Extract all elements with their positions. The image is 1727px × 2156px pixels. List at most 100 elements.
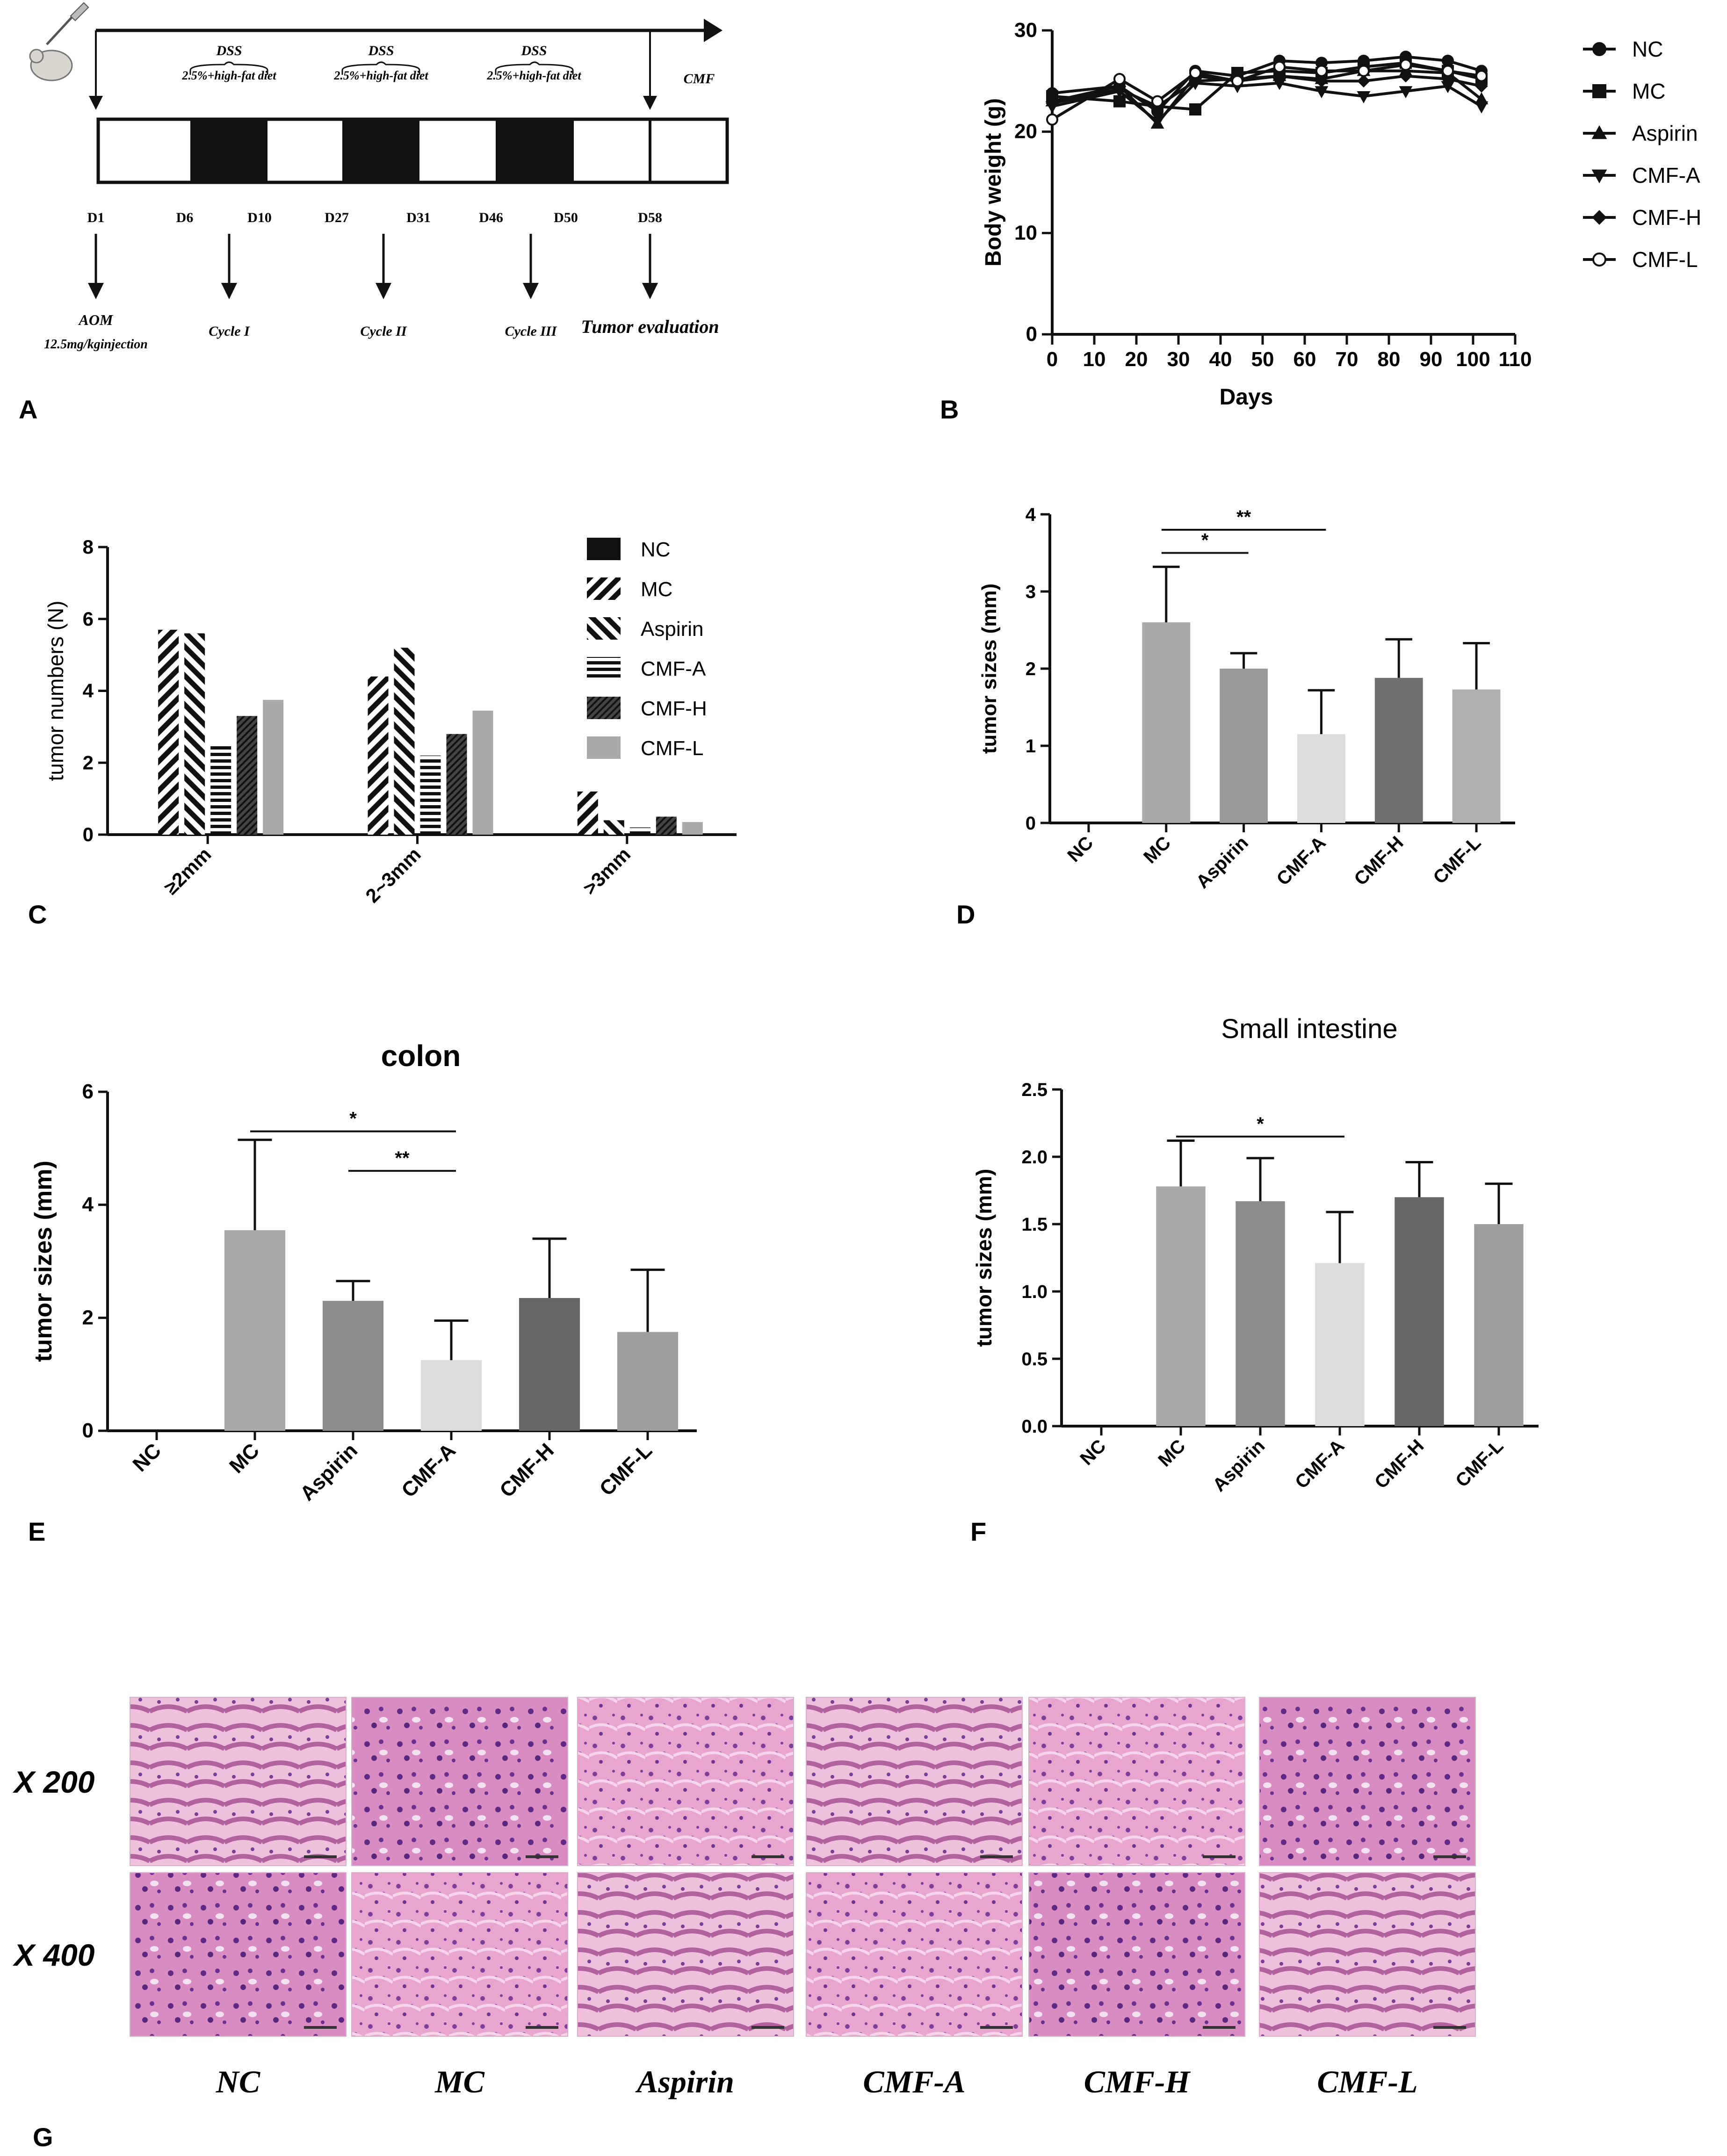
day-label-d27: D27 (325, 210, 349, 225)
x-tick-label: NC (1063, 832, 1097, 866)
data-point (1475, 79, 1488, 93)
scale-bar-icon (1203, 1855, 1236, 1858)
micrograph-image (1259, 1872, 1476, 2037)
y-tick-label: 1 (1026, 736, 1036, 757)
x-tick-label: MC (1140, 832, 1175, 867)
data-point (1046, 113, 1058, 126)
series-cmf-l (1046, 58, 1488, 126)
micrograph-nc-x200 (130, 1697, 347, 1866)
bar-cmf-a (420, 1360, 482, 1431)
scale-bar-icon (304, 1855, 337, 1858)
y-tick-label: 4 (83, 680, 94, 702)
significance-label: ** (395, 1148, 410, 1168)
legend-marker (1592, 42, 1606, 56)
bar-cmf-h (446, 734, 467, 835)
legend-swatch (587, 538, 621, 560)
day-label-d46: D46 (479, 210, 503, 225)
diet-label-3: 2.5%+high-fat diet (486, 69, 581, 82)
legend-label: CMF-A (641, 657, 706, 680)
x-tick-label: 50 (1251, 348, 1274, 371)
bar-cmf-h (656, 816, 677, 835)
legend-label: CMF-H (1632, 205, 1701, 230)
legend-entry-aspirin: Aspirin (587, 617, 704, 641)
y-axis-label: tumor sizes (mm) (972, 1169, 996, 1347)
y-tick-label: 0 (83, 823, 94, 845)
scale-bar-icon (751, 1855, 784, 1858)
micrograph-image (1028, 1872, 1245, 2037)
panel-letter-a: A (19, 395, 37, 424)
group-label-nc: NC (216, 2064, 260, 2099)
bar-cmf-l (472, 710, 493, 835)
micrograph-cmf-a-x200 (806, 1697, 1023, 1866)
y-tick-label: 8 (83, 536, 94, 558)
panel-letter-f: F (970, 1517, 986, 1546)
scale-bar-icon (1433, 2026, 1466, 2029)
micrograph-image (130, 1697, 347, 1866)
y-tick-label: 0.5 (1021, 1349, 1048, 1370)
y-tick-label: 2 (82, 1306, 94, 1329)
data-point (1442, 55, 1454, 67)
day-label-d31: D31 (406, 210, 431, 225)
legend-label: MC (1632, 79, 1666, 103)
cycle-2-label: Cycle II (360, 324, 407, 339)
micrograph-aspirin-x200 (577, 1697, 794, 1866)
bar-aspirin (184, 633, 205, 835)
y-axis-label: tumor numbers (N) (43, 601, 68, 781)
micrograph-image (577, 1697, 794, 1866)
y-tick-label: 0.0 (1021, 1416, 1048, 1437)
micrograph-image (130, 1872, 347, 2037)
panel-letter-e: E (28, 1517, 45, 1546)
micrograph-image (351, 1697, 568, 1866)
panel-letter-g: G (33, 2122, 53, 2152)
chart-f-small-intestine: 0.0 0.5 1.0 1.5 2.0 2.5 tumor sizes (mm) Small … (972, 1014, 1539, 1496)
bar-cmf-l (682, 822, 703, 835)
x-tick-label: CMF-A (1273, 832, 1330, 889)
data-point (1150, 116, 1164, 129)
significance-label: * (1257, 1114, 1264, 1134)
group-label-aspirin: Aspirin (635, 2064, 734, 2099)
aom-label: AOM (78, 311, 114, 328)
panel-letter-c: C (28, 900, 47, 929)
x-tick-label: 110 (1499, 348, 1532, 371)
legend-marker (1592, 210, 1607, 225)
legend-swatch (587, 697, 621, 719)
micrograph-image (806, 1697, 1023, 1866)
x-tick-label: CMF-L (1452, 1435, 1507, 1491)
scale-bar-icon (526, 1855, 558, 1858)
scale-bar-icon (980, 1855, 1013, 1858)
legend-label: Aspirin (641, 618, 704, 641)
legend-entry-mc: MC (587, 577, 672, 601)
bar-aspirin (322, 1301, 384, 1431)
bar-cmf-l (263, 699, 284, 835)
dss-label-2: DSS (368, 43, 394, 58)
x-tick-label: CMF-H (1350, 832, 1407, 889)
dss-label-3: DSS (520, 43, 547, 58)
day-labels: D1 D6 D10 D27 D31 D46 D50 D58 (87, 210, 662, 225)
aom-dose-label: 12.5mg/kginjection (44, 337, 148, 352)
scale-bar-icon (1203, 2026, 1236, 2029)
micrograph-image (806, 1872, 1023, 2037)
micrograph-image (1028, 1697, 1245, 1866)
micrograph-aspirin-x400 (577, 1872, 794, 2037)
group-label-cmf-l: CMF-L (1317, 2064, 1417, 2099)
micrograph-cmf-h-x200 (1028, 1697, 1245, 1866)
legend-marker (1592, 84, 1606, 98)
legend-label: CMF-L (1632, 247, 1698, 272)
chart-d-tumor-sizes: 0 1 2 3 4 tumor sizes (mm) NC MC Aspirin CMF-A CMF… (978, 505, 1515, 893)
bar-mc (224, 1230, 286, 1431)
diet-label-2: 2.5%+high-fat diet (333, 69, 428, 82)
chart-title: Small intestine (1221, 1014, 1397, 1044)
data-point (1189, 103, 1201, 115)
legend-entry-cmf-h: CMF-H (587, 697, 707, 720)
data-point (1315, 74, 1328, 88)
y-tick-label: 0 (1026, 813, 1036, 834)
y-tick-label: 2.0 (1021, 1147, 1048, 1168)
legend-label: NC (641, 538, 671, 561)
y-tick-label: 0 (1026, 323, 1037, 346)
x-tick-label: 60 (1293, 348, 1316, 371)
micrograph-mc-x400 (351, 1872, 568, 2037)
day-label-d58: D58 (638, 210, 662, 225)
histology-panel: X 200 X 400 NC MC Aspirin CMF-A CMF-H CMF-L (12, 1697, 1476, 2099)
legend-entry-cmf-h: CMF-H (1583, 205, 1701, 230)
micrograph-cmf-h-x400 (1028, 1872, 1245, 2037)
